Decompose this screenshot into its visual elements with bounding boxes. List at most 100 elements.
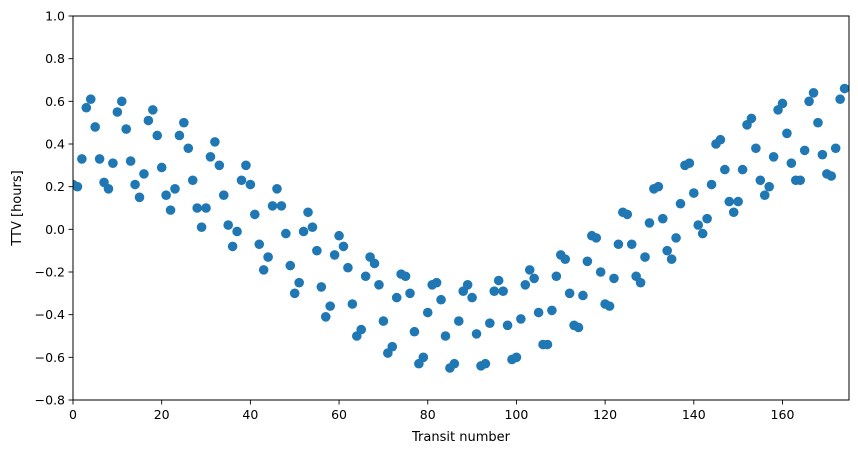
data-point — [400, 271, 411, 282]
data-point — [675, 198, 686, 209]
data-point — [73, 181, 83, 192]
data-point — [263, 252, 273, 262]
data-point — [755, 175, 766, 186]
data-point — [498, 286, 508, 297]
data-point — [746, 113, 757, 124]
data-point — [156, 162, 167, 173]
x-tick-label: 60 — [331, 407, 347, 422]
x-tick-label: 40 — [242, 407, 258, 422]
data-point — [786, 158, 797, 168]
data-point — [835, 94, 845, 104]
x-axis-ticks: 0 20 40 60 80 100 120 140 160 — [69, 400, 794, 422]
y-tick-label: −0.8 — [35, 393, 65, 408]
data-point — [653, 181, 664, 192]
data-point — [644, 218, 655, 228]
data-point — [684, 158, 695, 168]
data-point — [697, 228, 708, 239]
data-point — [312, 245, 322, 256]
data-point — [657, 213, 668, 224]
y-tick-label: 0.0 — [45, 222, 65, 237]
data-point — [187, 175, 198, 186]
data-point — [830, 143, 841, 154]
data-point — [804, 96, 814, 107]
data-point — [591, 233, 602, 243]
data-point — [298, 226, 309, 237]
data-point — [817, 149, 828, 160]
data-point — [409, 326, 420, 337]
data-point — [502, 320, 513, 331]
data-point — [436, 294, 446, 305]
data-point — [85, 94, 96, 104]
y-tick-label: 0.4 — [45, 137, 65, 152]
data-point — [81, 102, 92, 113]
data-point — [440, 331, 451, 341]
data-point — [134, 192, 145, 203]
data-point — [520, 280, 531, 290]
data-point — [125, 156, 136, 166]
data-point — [316, 282, 327, 292]
data-point — [116, 96, 127, 107]
data-point — [121, 124, 132, 134]
data-point — [272, 184, 282, 194]
x-tick-label: 0 — [69, 407, 77, 422]
data-point — [782, 128, 792, 139]
data-point — [223, 220, 233, 230]
data-point — [360, 271, 371, 282]
data-point — [751, 143, 761, 154]
data-point — [192, 203, 202, 213]
y-axis-label: TTV [hours] — [10, 170, 25, 246]
data-point — [148, 105, 158, 115]
data-point — [250, 209, 260, 220]
data-point — [604, 301, 615, 311]
data-point — [795, 175, 806, 186]
data-point — [551, 271, 562, 282]
y-tick-label: −0.6 — [35, 350, 65, 365]
data-point — [720, 164, 730, 175]
data-point — [737, 164, 748, 175]
x-tick-label: 80 — [420, 407, 436, 422]
data-point — [320, 312, 331, 322]
data-point — [325, 301, 335, 311]
data-point — [391, 292, 402, 303]
data-point — [671, 233, 681, 243]
data-point — [511, 352, 522, 363]
data-point — [826, 171, 837, 181]
data-point — [693, 220, 704, 230]
data-point — [356, 324, 367, 335]
data-point — [387, 341, 398, 352]
data-point — [210, 137, 220, 147]
data-point — [733, 196, 743, 207]
data-point — [547, 305, 557, 316]
x-tick-label: 120 — [593, 407, 617, 422]
data-point — [582, 256, 593, 267]
data-point — [130, 179, 140, 190]
data-point — [245, 179, 256, 190]
data-point — [813, 117, 823, 128]
y-tick-label: −0.4 — [35, 307, 65, 322]
data-point — [560, 254, 571, 264]
data-point — [564, 288, 575, 299]
data-point — [489, 286, 500, 297]
x-axis-label: Transit number — [411, 430, 511, 445]
data-point — [524, 265, 535, 275]
data-point — [201, 203, 211, 213]
data-point — [485, 318, 495, 329]
x-tick-label: 140 — [682, 407, 706, 422]
data-point — [258, 265, 269, 275]
data-point — [609, 273, 619, 284]
y-axis-ticks: −0.8 −0.6 −0.4 −0.2 0.0 0.2 0.4 0.6 0.8 1.0 — [35, 9, 73, 408]
data-point — [174, 130, 185, 141]
y-tick-label: 1.0 — [45, 9, 65, 24]
data-point — [480, 358, 491, 369]
data-point — [471, 329, 482, 339]
data-point — [626, 239, 637, 250]
data-point — [179, 117, 189, 128]
data-point — [431, 277, 442, 288]
data-point — [285, 260, 296, 271]
data-point — [214, 160, 225, 171]
data-point — [343, 262, 353, 273]
data-point — [516, 314, 526, 324]
y-tick-label: −0.2 — [35, 265, 65, 280]
data-point — [170, 184, 180, 194]
